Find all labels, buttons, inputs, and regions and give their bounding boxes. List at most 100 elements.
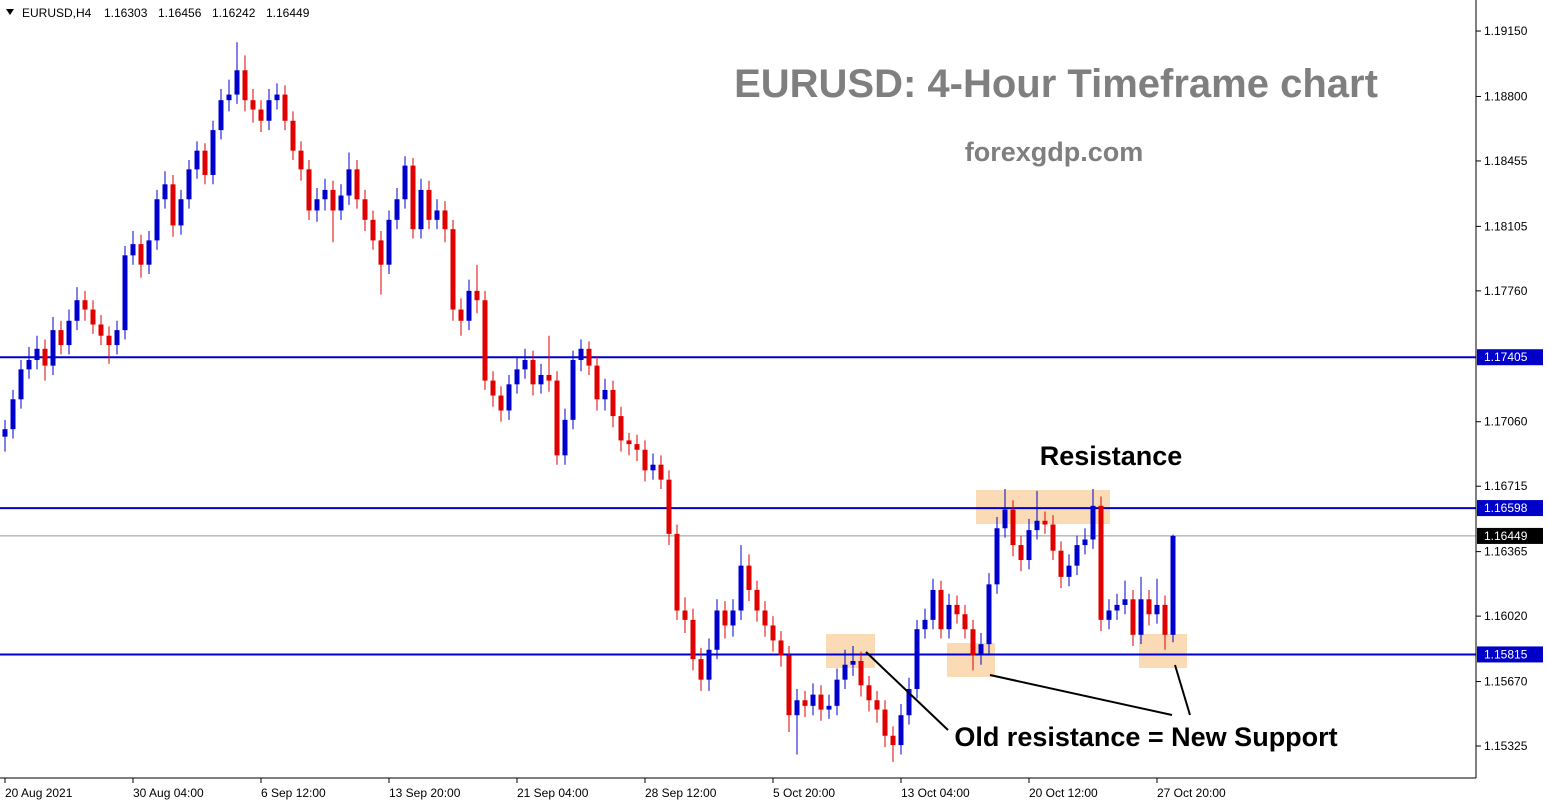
candle-body [570, 360, 576, 420]
y-tick-label: 1.16020 [1484, 609, 1528, 623]
candle-body [858, 660, 864, 686]
candle-body [818, 694, 824, 710]
candle-body [242, 70, 248, 101]
candle-body [1154, 604, 1160, 615]
candle-body [394, 199, 400, 220]
level-label-box [1477, 349, 1543, 366]
candle-body [410, 165, 416, 230]
candle-body [26, 360, 32, 370]
candle-body [34, 348, 40, 361]
candle-body [258, 109, 264, 121]
candle-body [850, 660, 856, 665]
candle-body [442, 210, 448, 230]
x-tick-label: 13 Sep 20:00 [389, 786, 461, 800]
candle-body [610, 389, 616, 417]
candle-body [346, 169, 352, 196]
candle-body [1114, 604, 1120, 611]
candle-body [730, 610, 736, 626]
candle-body [874, 700, 880, 710]
candle-body [2, 429, 8, 437]
candle-body [170, 184, 176, 226]
candle-body [1058, 550, 1064, 577]
candle-body [794, 700, 800, 716]
level-label-box [1477, 500, 1543, 517]
candle-body [1010, 509, 1016, 546]
candle-body [82, 300, 88, 310]
x-tick-label: 21 Sep 04:00 [517, 786, 589, 800]
candle-body [482, 300, 488, 381]
candle-body [426, 189, 432, 220]
chart-subtitle: forexgdp.com [965, 137, 1144, 167]
candle-body [602, 389, 608, 400]
candle-body [626, 440, 632, 445]
candle-body [10, 399, 16, 430]
y-tick-label: 1.15325 [1484, 739, 1528, 753]
candle-body [546, 374, 552, 381]
candle-body [114, 330, 120, 346]
level-label: 1.17405 [1484, 350, 1528, 364]
candle-body [290, 120, 296, 151]
candle-body [594, 365, 600, 400]
candle-body [578, 348, 584, 361]
candle-body [1162, 604, 1168, 635]
candle-body [642, 449, 648, 471]
candle-body [322, 189, 328, 200]
annotation: Old resistance = New Support [954, 722, 1337, 752]
candle-body [530, 360, 536, 385]
candle-body [1130, 599, 1136, 635]
candle-body [378, 240, 384, 265]
pointer-line [865, 651, 949, 731]
candle-body [466, 290, 472, 321]
candle-body [146, 240, 152, 265]
pointer-line [1174, 664, 1191, 716]
x-tick-label: 13 Oct 04:00 [901, 786, 970, 800]
candle-body [1098, 505, 1104, 620]
candle-body [434, 210, 440, 220]
header-open: 1.16303 [104, 6, 148, 20]
candle-body [450, 229, 456, 310]
y-tick-label: 1.15670 [1484, 675, 1528, 689]
candle-body [1082, 539, 1088, 546]
candle-body [330, 189, 336, 211]
candle-body [490, 380, 496, 396]
x-tick-label: 28 Sep 12:00 [645, 786, 717, 800]
candle-body [738, 565, 744, 611]
candle-body [834, 679, 840, 706]
candle-body [194, 150, 200, 170]
candle-body [986, 584, 992, 645]
candle-body [370, 219, 376, 241]
axes: 1.19150 1.18800 1.18455 1.18105 1.17760 1.170… [4, 24, 1543, 800]
candle-body [1018, 545, 1024, 561]
candle-body [770, 625, 776, 641]
level-label: 1.16598 [1484, 501, 1528, 515]
candle-body [802, 700, 808, 706]
candle-body [506, 384, 512, 411]
candle-body [210, 130, 216, 175]
candle-body [1146, 599, 1152, 615]
candle-body [522, 360, 528, 370]
header-low: 1.16242 [212, 6, 256, 20]
candle-body [586, 348, 592, 366]
candle-body [690, 619, 696, 660]
candle-body [1034, 520, 1040, 531]
candle-body [1170, 535, 1176, 635]
candle-body [314, 199, 320, 211]
candle-body [962, 614, 968, 630]
candle-body [498, 395, 504, 411]
candle-body [666, 479, 672, 534]
candle-body [354, 169, 360, 200]
candle-body [186, 169, 192, 200]
candle-body [50, 330, 56, 366]
candle-body [866, 685, 872, 701]
candle-body [1122, 599, 1128, 605]
chart-title: EURUSD: 4-Hour Timeframe chart [734, 62, 1378, 106]
candle-body [218, 100, 224, 131]
candle-body [746, 565, 752, 590]
candle-body [1066, 565, 1072, 577]
candle-body [706, 649, 712, 680]
y-tick-label: 1.19150 [1484, 24, 1528, 38]
candle-body [1042, 520, 1048, 525]
candle-body [58, 330, 64, 346]
y-tick-label: 1.18800 [1484, 89, 1528, 103]
